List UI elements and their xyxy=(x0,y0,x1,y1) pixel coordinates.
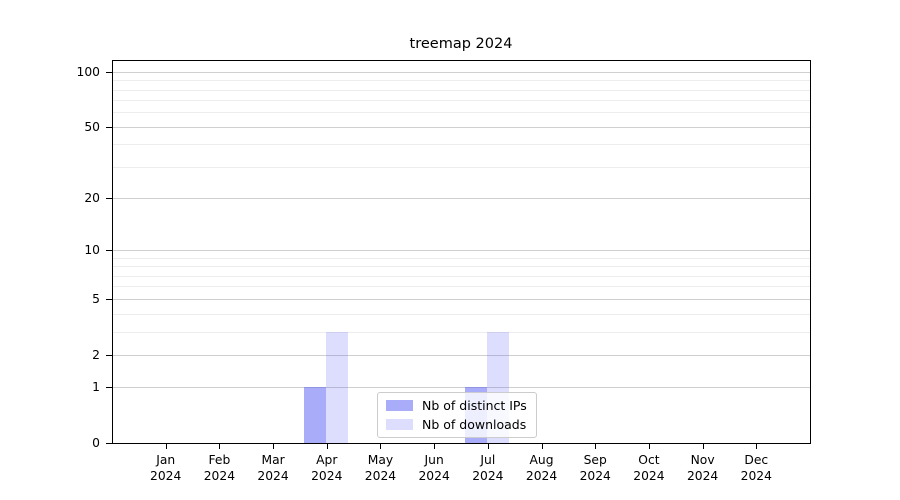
y-gridline-minor xyxy=(112,112,810,114)
x-tick-label: Oct 2024 xyxy=(619,453,679,484)
y-tick-label: 5 xyxy=(92,291,100,306)
y-gridline-major xyxy=(112,298,810,300)
x-tick-label: Dec 2024 xyxy=(726,453,786,484)
x-tick-year-label: 2024 xyxy=(150,468,182,483)
y-gridline-minor xyxy=(112,166,810,168)
y-tick-label: 1 xyxy=(92,380,100,395)
y-tick-label: 0 xyxy=(92,436,100,450)
x-tick xyxy=(541,444,543,449)
x-tick-year-label: 2024 xyxy=(311,468,343,483)
legend-swatch-distinct-ips xyxy=(386,400,413,411)
x-tick-label: Nov 2024 xyxy=(673,453,733,484)
axis-spine xyxy=(112,60,113,444)
y-tick xyxy=(106,71,112,73)
x-tick xyxy=(273,444,275,449)
y-tick xyxy=(106,198,112,200)
x-tick-year-label: 2024 xyxy=(364,468,397,483)
x-tick-label: Sep 2024 xyxy=(565,453,625,484)
y-gridline-minor xyxy=(112,313,810,315)
y-gridline-major xyxy=(112,354,810,356)
x-tick-label: Aug 2024 xyxy=(512,453,572,484)
y-tick-label: 10 xyxy=(84,243,100,258)
x-tick-label: Jun 2024 xyxy=(404,453,464,484)
axis-spine xyxy=(112,60,810,61)
x-tick-year-label: 2024 xyxy=(525,468,558,483)
x-tick xyxy=(595,444,597,449)
y-gridline-minor xyxy=(112,89,810,91)
legend-swatch-downloads xyxy=(386,419,413,430)
y-tick-label: 20 xyxy=(84,191,100,206)
y-gridline-major xyxy=(112,387,810,389)
x-tick xyxy=(756,444,758,449)
x-tick-year-label: 2024 xyxy=(472,468,504,483)
legend: Nb of distinct IPs Nb of downloads xyxy=(377,392,537,438)
x-tick-year-label: 2024 xyxy=(740,468,772,483)
x-tick xyxy=(219,444,221,449)
bar-nb-of-distinct-ips xyxy=(303,387,326,443)
y-tick-label: 100 xyxy=(76,64,100,79)
x-tick xyxy=(165,444,167,449)
legend-label: Nb of downloads xyxy=(422,417,527,432)
x-tick-year-label: 2024 xyxy=(686,468,719,483)
axis-spine xyxy=(112,443,810,444)
x-tick xyxy=(380,444,382,449)
x-tick xyxy=(326,444,328,449)
y-gridline-minor xyxy=(112,266,810,268)
x-tick xyxy=(702,444,704,449)
y-gridline-minor xyxy=(112,331,810,333)
y-tick xyxy=(106,354,112,356)
y-gridline-minor xyxy=(112,286,810,288)
x-tick-year-label: 2024 xyxy=(579,468,611,483)
legend-item: Nb of distinct IPs xyxy=(386,398,527,413)
x-tick xyxy=(487,444,489,449)
x-tick xyxy=(434,444,436,449)
axis-spine xyxy=(810,60,811,444)
y-tick xyxy=(106,298,112,300)
x-tick-label: Mar 2024 xyxy=(243,453,303,484)
y-tick xyxy=(106,443,112,444)
legend-label: Nb of distinct IPs xyxy=(422,398,527,413)
y-tick xyxy=(106,126,112,128)
y-gridline-minor xyxy=(112,80,810,82)
x-tick-year-label: 2024 xyxy=(633,468,665,483)
y-gridline-minor xyxy=(112,144,810,146)
y-tick xyxy=(106,387,112,389)
y-gridline-major xyxy=(112,126,810,128)
y-tick-label: 50 xyxy=(84,119,100,134)
x-tick-year-label: 2024 xyxy=(203,468,236,483)
x-tick-label: Feb 2024 xyxy=(189,453,249,484)
x-tick-label: Apr 2024 xyxy=(297,453,357,484)
legend-item: Nb of downloads xyxy=(386,417,527,432)
x-tick xyxy=(648,444,650,449)
x-tick-label: Jan 2024 xyxy=(136,453,196,484)
chart-title: treemap 2024 xyxy=(409,36,513,52)
plot-area xyxy=(112,60,810,443)
y-gridline-minor xyxy=(112,100,810,102)
y-gridline-major xyxy=(112,250,810,252)
y-tick-label: 2 xyxy=(92,347,100,362)
y-gridline-minor xyxy=(112,257,810,259)
x-tick-year-label: 2024 xyxy=(257,468,289,483)
y-gridline-major xyxy=(112,71,810,73)
x-tick-label: May 2024 xyxy=(350,453,410,484)
x-tick-year-label: 2024 xyxy=(418,468,450,483)
y-tick xyxy=(106,250,112,252)
y-gridline-major xyxy=(112,198,810,200)
bar-nb-of-downloads xyxy=(325,331,348,443)
x-tick-label: Jul 2024 xyxy=(458,453,518,484)
y-gridline-minor xyxy=(112,275,810,277)
